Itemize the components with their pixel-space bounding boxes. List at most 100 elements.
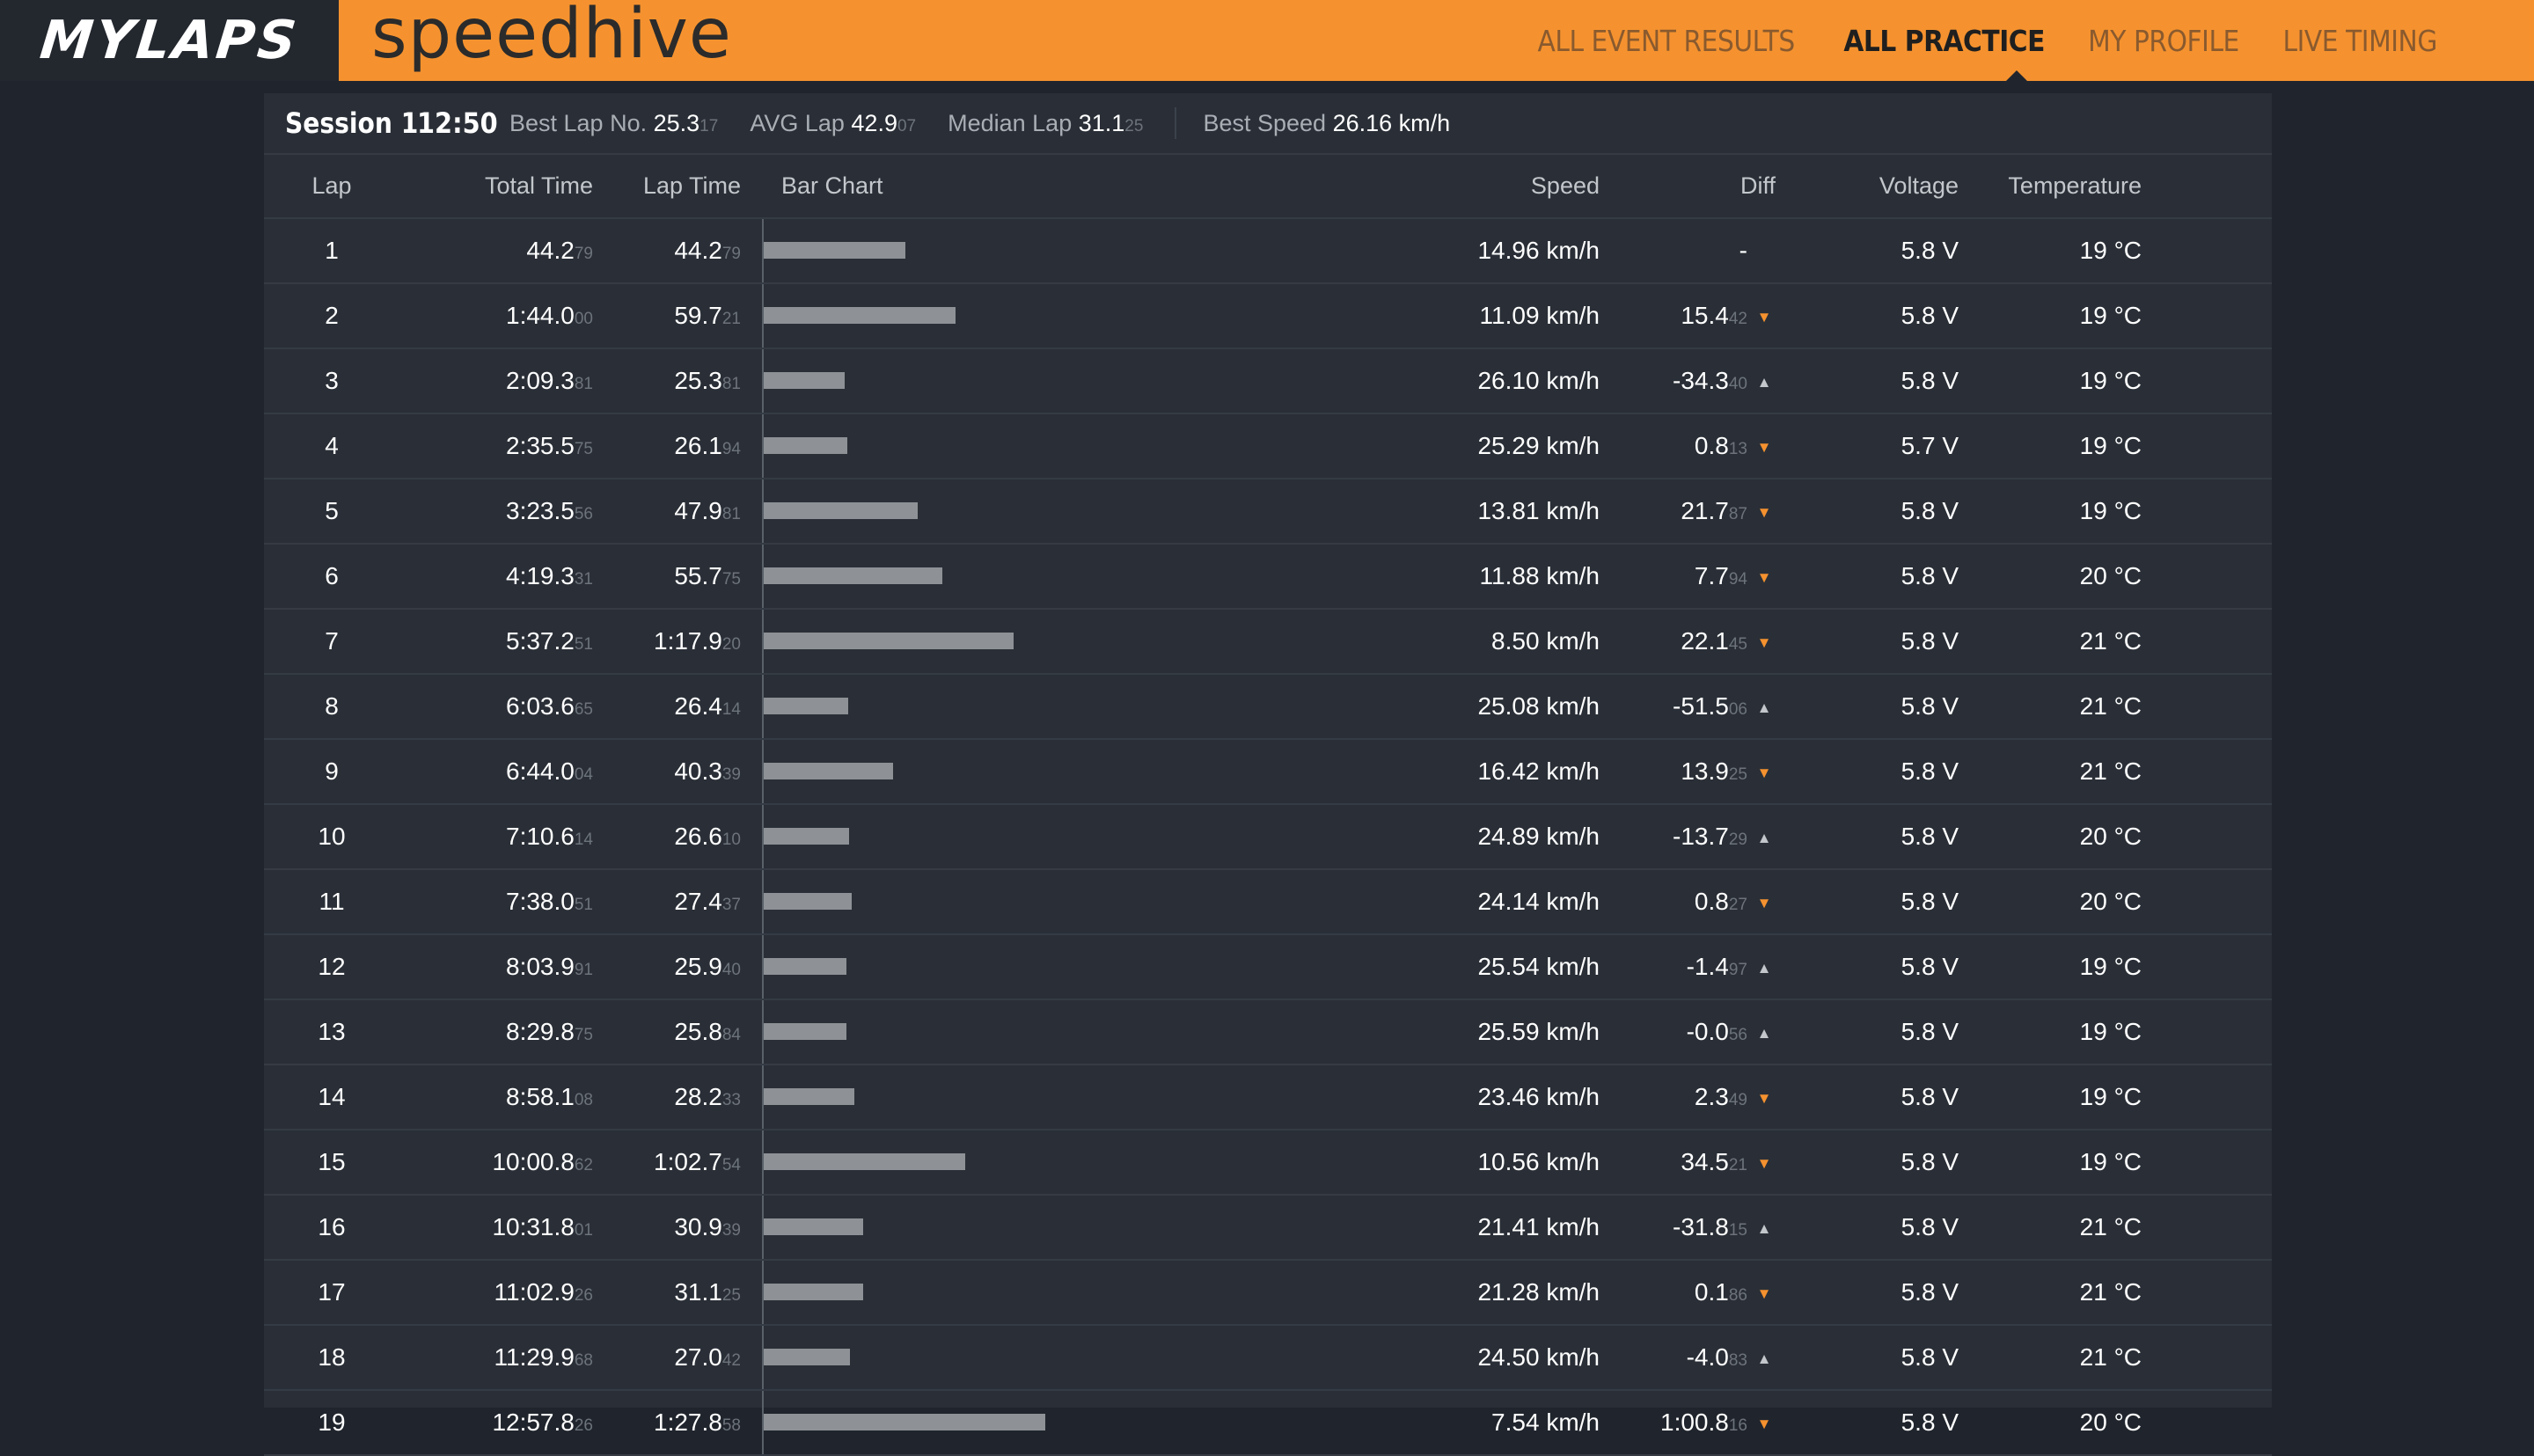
diff-value: 0.1 — [1694, 1278, 1729, 1306]
col-speed-header[interactable]: Speed — [1530, 172, 1600, 199]
table-row[interactable]: 8 6:03.665 26.414 25.08 km/h -51.506 ▲ 5.8 V 21… — [264, 674, 2272, 739]
lap-time-decimals: 40 — [721, 961, 741, 979]
lap-time-value: 26.1 — [674, 432, 722, 459]
table-row[interactable]: 7 5:37.251 1:17.920 8.50 km/h 22.145 ▼ 5.8 V 21… — [264, 609, 2272, 674]
speedhive-brand[interactable]: speedhive — [371, 0, 732, 74]
table-row[interactable]: 14 8:58.108 28.233 23.46 km/h 2.349 ▼ 5.8 V 19 … — [264, 1065, 2272, 1130]
bar-chart-axis — [762, 740, 764, 803]
nav-live-timing[interactable]: LIVE TIMING — [2282, 23, 2438, 58]
col-temperature-header[interactable]: Temperature — [2008, 172, 2142, 199]
total-time-decimals: 65 — [574, 700, 593, 719]
col-bar-chart-header: Bar Chart — [781, 172, 883, 199]
col-diff-header[interactable]: Diff — [1739, 172, 1776, 199]
lap-temperature: 21 °C — [2079, 1213, 2142, 1240]
total-time-decimals: 31 — [574, 570, 593, 589]
row-spacer — [2142, 218, 2272, 283]
lap-voltage: 5.8 V — [1900, 1018, 1959, 1045]
bar-chart-axis — [762, 349, 764, 413]
triangle-down-icon: ▼ — [1756, 1089, 1772, 1107]
total-time-value: 1:44.0 — [506, 302, 575, 329]
col-voltage-header[interactable]: Voltage — [1879, 172, 1959, 199]
best-lap-value: 25.3 — [653, 109, 700, 136]
lap-time-bar — [764, 567, 942, 584]
table-row[interactable]: 16 10:31.801 30.939 21.41 km/h -31.815 ▲ 5.8 V… — [264, 1195, 2272, 1260]
total-time: 1:44.000 — [370, 283, 593, 348]
table-row[interactable]: 2 1:44.000 59.721 11.09 km/h 15.442 ▼ 5.8 V 19 … — [264, 283, 2272, 348]
lap-time-decimals: 37 — [721, 896, 741, 914]
lap-speed: 25.29 km/h — [1477, 432, 1600, 459]
bar-chart-axis — [762, 219, 764, 282]
nav-my-profile[interactable]: MY PROFILE — [2088, 23, 2240, 58]
avg-lap-decimals: 07 — [897, 116, 917, 135]
lap-time-decimals: 81 — [721, 375, 741, 393]
lap-time-decimals: 10 — [721, 830, 741, 849]
table-row[interactable]: 19 12:57.826 1:27.858 7.54 km/h 1:00.816 ▼ 5.8… — [264, 1390, 2272, 1455]
bar-chart-axis — [762, 1000, 764, 1064]
lap-time-decimals: 75 — [721, 570, 741, 589]
bar-chart-cell — [741, 413, 1366, 479]
col-total-time-header[interactable]: Total Time — [484, 172, 593, 199]
table-header-row: Lap Total Time Lap Time Bar Chart Speed … — [264, 155, 2272, 218]
col-lap-time-header[interactable]: Lap Time — [642, 172, 741, 199]
total-time: 11:02.926 — [370, 1260, 593, 1325]
diff-decimals: 87 — [1728, 505, 1747, 523]
lap-diff: 15.442 ▼ — [1600, 283, 1776, 348]
nav-all-event-results[interactable]: ALL EVENT RESULTS — [1537, 23, 1796, 58]
nav-all-practice[interactable]: ALL PRACTICE — [1843, 23, 2046, 58]
bar-chart-cell — [741, 218, 1366, 283]
mylaps-logo[interactable]: MYLAPS — [0, 0, 339, 81]
table-row[interactable]: 17 11:02.926 31.125 21.28 km/h 0.186 ▼ 5.8 V 21… — [264, 1260, 2272, 1325]
bar-chart-cell — [741, 348, 1366, 413]
bar-chart-cell — [741, 283, 1366, 348]
lap-time: 44.279 — [593, 218, 741, 283]
triangle-down-icon: ▼ — [1756, 438, 1772, 456]
table-row[interactable]: 13 8:29.875 25.884 25.59 km/h -0.056 ▲ 5.8 V 19… — [264, 999, 2272, 1065]
total-time-decimals: 62 — [574, 1156, 593, 1174]
lap-number: 15 — [318, 1148, 346, 1175]
bar-chart-track — [741, 870, 1366, 933]
lap-time-value: 26.4 — [674, 692, 722, 720]
total-time-decimals: 14 — [574, 830, 593, 849]
lap-diff: 2.349 ▼ — [1600, 1065, 1776, 1130]
table-row[interactable]: 15 10:00.862 1:02.754 10.56 km/h 34.521 ▼ 5.8 … — [264, 1130, 2272, 1195]
lap-time-bar — [764, 437, 847, 454]
lap-time: 1:17.920 — [593, 609, 741, 674]
lap-diff: -31.815 ▲ — [1600, 1195, 1776, 1260]
table-row[interactable]: 3 2:09.381 25.381 26.10 km/h -34.340 ▲ 5.8 V 19… — [264, 348, 2272, 413]
lap-time-value: 26.6 — [674, 823, 722, 850]
lap-voltage: 5.8 V — [1900, 692, 1959, 720]
lap-diff: - — [1600, 218, 1776, 283]
active-nav-caret-icon — [2006, 70, 2027, 81]
table-row[interactable]: 11 7:38.051 27.437 24.14 km/h 0.827 ▼ 5.8 V 20 … — [264, 869, 2272, 934]
table-row[interactable]: 5 3:23.556 47.981 13.81 km/h 21.787 ▼ 5.8 V 19 … — [264, 479, 2272, 544]
row-spacer — [2142, 1390, 2272, 1455]
lap-voltage: 5.8 V — [1900, 1408, 1959, 1436]
bar-chart-axis — [762, 610, 764, 673]
lap-voltage: 5.8 V — [1900, 1148, 1959, 1175]
lap-speed: 24.89 km/h — [1477, 823, 1600, 850]
session-summary: Session 1 12:50 Best Lap No. 25.317 AVG … — [264, 93, 2272, 155]
table-row[interactable]: 4 2:35.575 26.194 25.29 km/h 0.813 ▼ 5.7 V 19 °… — [264, 413, 2272, 479]
total-time-value: 8:03.9 — [506, 953, 575, 980]
table-row[interactable]: 6 4:19.331 55.775 11.88 km/h 7.794 ▼ 5.8 V 20 °… — [264, 544, 2272, 609]
triangle-down-icon: ▼ — [1756, 764, 1772, 781]
lap-speed: 21.28 km/h — [1477, 1278, 1600, 1306]
table-row[interactable]: 12 8:03.991 25.940 25.54 km/h -1.497 ▲ 5.8 V 19… — [264, 934, 2272, 999]
table-row[interactable]: 1 44.279 44.279 14.96 km/h -5.8 V 19 °C — [264, 218, 2272, 283]
total-time-value: 11:02.9 — [494, 1278, 575, 1306]
lap-voltage: 5.8 V — [1900, 302, 1959, 329]
row-spacer — [2142, 479, 2272, 544]
lap-number: 12 — [318, 953, 346, 980]
diff-decimals: 86 — [1728, 1286, 1747, 1305]
lap-time-decimals: 84 — [721, 1026, 741, 1044]
row-spacer — [2142, 609, 2272, 674]
bar-chart-axis — [762, 1065, 764, 1129]
lap-speed: 8.50 km/h — [1491, 627, 1600, 655]
bar-chart-cell — [741, 804, 1366, 869]
row-spacer — [2142, 283, 2272, 348]
lap-time-decimals: 58 — [721, 1416, 741, 1435]
table-row[interactable]: 9 6:44.004 40.339 16.42 km/h 13.925 ▼ 5.8 V 21 … — [264, 739, 2272, 804]
col-lap-header[interactable]: Lap — [311, 172, 352, 199]
